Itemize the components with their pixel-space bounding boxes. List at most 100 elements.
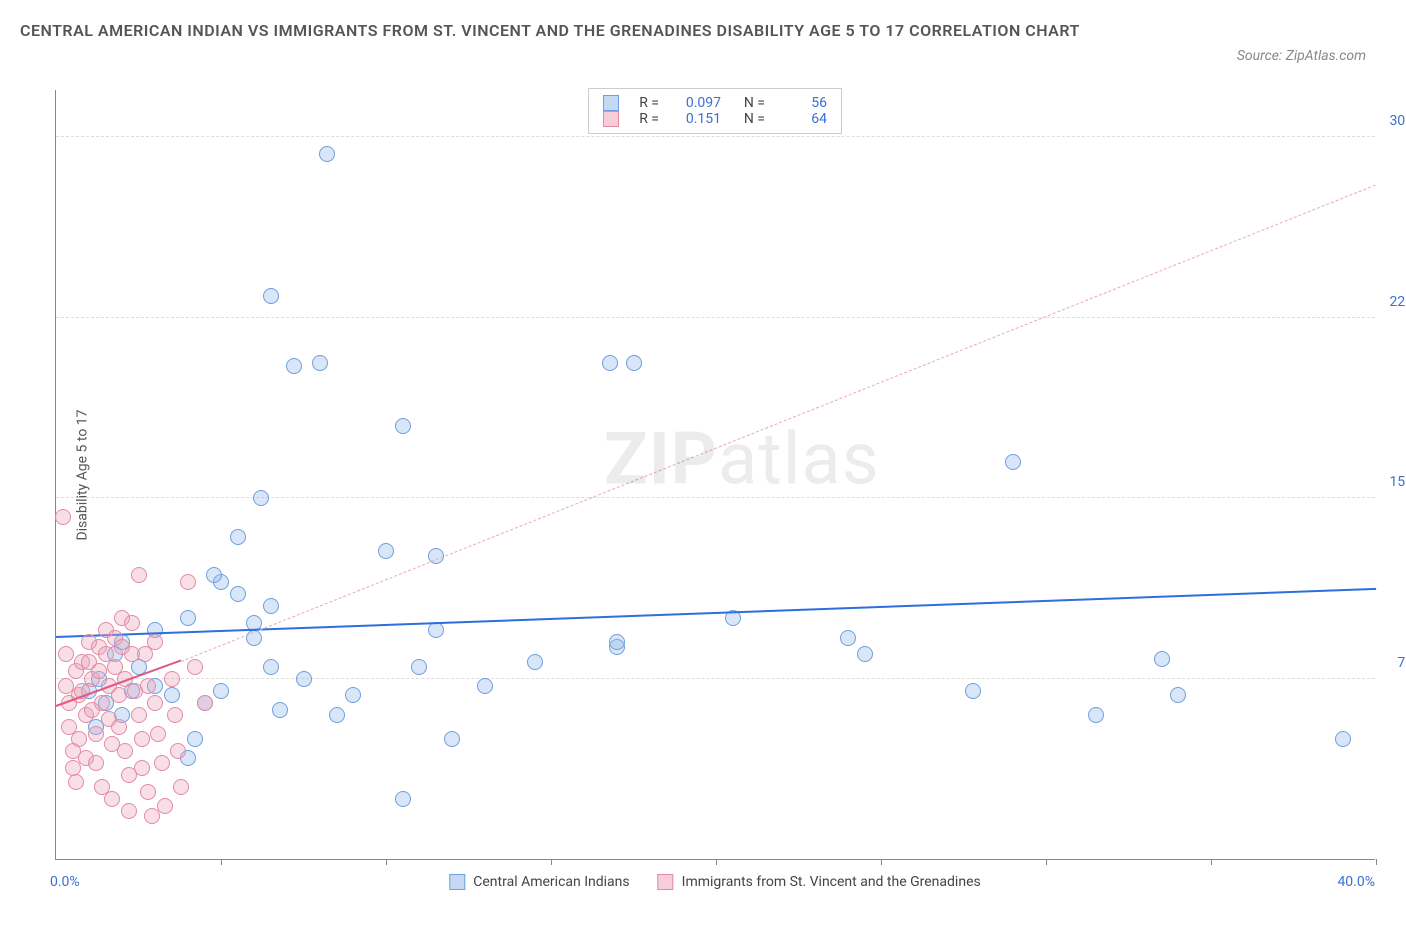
data-point <box>134 731 150 747</box>
grid-line <box>56 678 1375 679</box>
y-tick-label: 22.5% <box>1389 294 1406 310</box>
data-point <box>965 683 981 699</box>
x-tick <box>881 859 882 865</box>
data-point <box>253 490 269 506</box>
chart-area: ZIPatlas 7.5%15.0%22.5%30.0% Disability … <box>55 90 1375 860</box>
grid-line <box>56 136 1375 137</box>
data-point <box>263 598 279 614</box>
data-point <box>272 702 288 718</box>
data-point <box>213 683 229 699</box>
data-point <box>124 615 140 631</box>
data-point <box>187 659 203 675</box>
data-point <box>395 418 411 434</box>
data-point <box>167 707 183 723</box>
data-point <box>329 707 345 723</box>
data-point <box>170 743 186 759</box>
data-point <box>626 355 642 371</box>
data-point <box>150 726 166 742</box>
legend-n-value: 56 <box>771 95 827 111</box>
data-point <box>263 288 279 304</box>
data-point <box>55 509 71 525</box>
data-point <box>91 663 107 679</box>
legend-swatch <box>449 874 465 890</box>
data-point <box>131 567 147 583</box>
legend-swatch <box>603 111 619 127</box>
legend-series: Central American Indians Immigrants from … <box>449 874 980 890</box>
legend-n-value: 64 <box>771 111 827 127</box>
y-axis-label: Disability Age 5 to 17 <box>75 409 91 540</box>
data-point <box>58 646 74 662</box>
data-point <box>1005 454 1021 470</box>
grid-line <box>56 317 1375 318</box>
data-point <box>88 755 104 771</box>
data-point <box>263 659 279 675</box>
data-point <box>1088 707 1104 723</box>
legend-r-label: R = <box>625 111 659 127</box>
data-point <box>378 543 394 559</box>
data-point <box>411 659 427 675</box>
data-point <box>428 622 444 638</box>
data-point <box>111 719 127 735</box>
data-point <box>94 695 110 711</box>
legend-swatch <box>658 874 674 890</box>
x-axis-max-label: 40.0% <box>1337 874 1375 890</box>
legend-series-item: Central American Indians <box>449 874 629 890</box>
data-point <box>1335 731 1351 747</box>
data-point <box>296 671 312 687</box>
data-point <box>1170 687 1186 703</box>
legend-series-label: Central American Indians <box>473 874 629 890</box>
data-point <box>206 567 222 583</box>
trend-line <box>181 184 1376 661</box>
data-point <box>230 586 246 602</box>
data-point <box>286 358 302 374</box>
legend-r-label: R = <box>625 95 659 111</box>
x-tick <box>551 859 552 865</box>
data-point <box>88 726 104 742</box>
x-tick <box>716 859 717 865</box>
legend-n-label: N = <box>731 111 765 127</box>
x-tick <box>386 859 387 865</box>
data-point <box>1154 651 1170 667</box>
legend-stats: R =0.097N =56R =0.151N =64 <box>588 88 842 134</box>
data-point <box>319 146 335 162</box>
x-tick <box>1211 859 1212 865</box>
data-point <box>140 678 156 694</box>
data-point <box>154 755 170 771</box>
data-point <box>71 731 87 747</box>
data-point <box>857 646 873 662</box>
x-tick <box>1376 859 1377 865</box>
watermark: ZIPatlas <box>604 417 880 502</box>
data-point <box>131 707 147 723</box>
legend-swatch <box>603 95 619 111</box>
data-point <box>164 671 180 687</box>
chart-title: CENTRAL AMERICAN INDIAN VS IMMIGRANTS FR… <box>20 18 1120 44</box>
data-point <box>312 355 328 371</box>
data-point <box>609 634 625 650</box>
data-point <box>477 678 493 694</box>
x-axis-min-label: 0.0% <box>50 874 80 890</box>
data-point <box>173 779 189 795</box>
data-point <box>180 610 196 626</box>
data-point <box>134 760 150 776</box>
legend-series-item: Immigrants from St. Vincent and the Gren… <box>658 874 981 890</box>
data-point <box>187 731 203 747</box>
legend-n-label: N = <box>731 95 765 111</box>
data-point <box>157 798 173 814</box>
legend-r-value: 0.151 <box>665 111 721 127</box>
data-point <box>345 687 361 703</box>
x-tick <box>221 859 222 865</box>
plot-box: ZIPatlas 7.5%15.0%22.5%30.0% <box>55 90 1375 860</box>
source-citation: Source: ZipAtlas.com <box>1237 48 1366 64</box>
x-tick <box>1046 859 1047 865</box>
data-point <box>147 695 163 711</box>
data-point <box>68 774 84 790</box>
data-point <box>147 634 163 650</box>
y-tick-label: 15.0% <box>1389 474 1406 490</box>
data-point <box>444 731 460 747</box>
legend-stats-row: R =0.097N =56 <box>603 95 827 111</box>
y-tick-label: 7.5% <box>1397 655 1406 671</box>
data-point <box>140 784 156 800</box>
data-point <box>602 355 618 371</box>
data-point <box>197 695 213 711</box>
data-point <box>180 574 196 590</box>
